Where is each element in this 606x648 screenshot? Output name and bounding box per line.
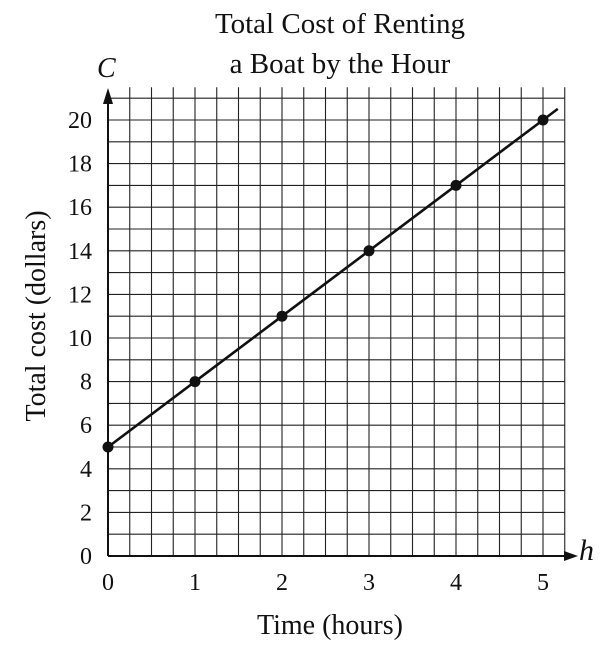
- chart-title-line-1: Total Cost of Renting: [214, 8, 466, 40]
- x-tick-label: 3: [363, 570, 375, 596]
- y-tick-label: 18: [68, 152, 92, 178]
- x-axis-label: Time (hours): [257, 610, 403, 641]
- chart-title-line-2: a Boat by the Hour: [229, 48, 451, 80]
- x-tick-label: 0: [102, 570, 114, 596]
- x-axis-variable: h: [579, 534, 594, 567]
- y-tick-label: 4: [80, 457, 92, 483]
- y-axis-arrow-icon: [103, 88, 113, 104]
- y-tick-label: 14: [68, 239, 92, 265]
- y-tick-label: 20: [68, 108, 92, 134]
- y-tick-label: 12: [68, 282, 92, 308]
- x-axis-arrow-icon: [564, 551, 578, 561]
- x-tick-label: 5: [537, 570, 549, 596]
- data-point: [189, 376, 201, 388]
- y-axis-variable: C: [97, 53, 116, 84]
- y-tick-label: 8: [80, 370, 92, 396]
- y-tick-label: 10: [68, 326, 92, 352]
- data-point: [363, 245, 375, 257]
- data-point: [102, 441, 114, 453]
- x-tick-label: 1: [189, 570, 201, 596]
- y-tick-label: 2: [80, 500, 92, 526]
- data-point: [537, 114, 549, 126]
- y-tick-label: 0: [80, 544, 92, 570]
- data-point: [450, 179, 462, 191]
- x-tick-label: 2: [276, 570, 288, 596]
- y-tick-label: 16: [68, 195, 92, 221]
- data-point: [276, 310, 288, 322]
- series-line: [107, 107, 559, 449]
- y-tick-label: 6: [80, 413, 92, 439]
- x-tick-label: 4: [450, 570, 462, 596]
